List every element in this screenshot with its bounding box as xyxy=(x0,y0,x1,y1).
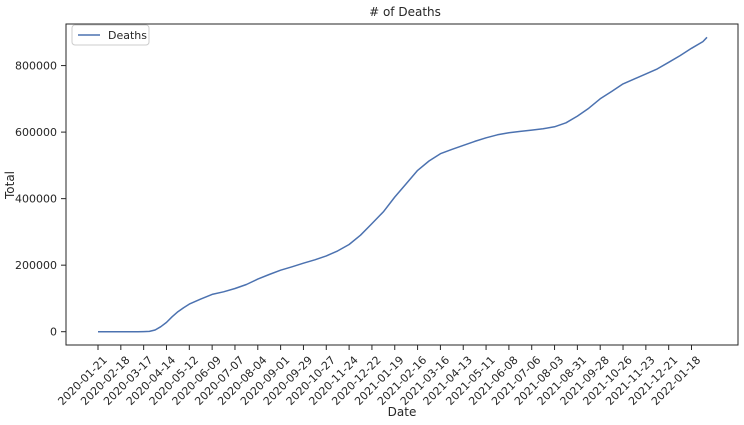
y-axis: 0 200000 400000 600000 800000 xyxy=(15,60,66,339)
y-tick-label: 800000 xyxy=(15,60,57,73)
x-axis-label: Date xyxy=(388,405,417,419)
y-tick-label: 200000 xyxy=(15,259,57,272)
x-axis: 2020-01-212020-02-182020-03-172020-04-14… xyxy=(55,345,703,408)
y-tick-label: 600000 xyxy=(15,126,57,139)
y-axis-label: Total xyxy=(3,171,17,200)
plot-frame xyxy=(65,23,739,346)
legend-box xyxy=(71,24,150,46)
legend-label-deaths: Deaths xyxy=(108,29,147,42)
chart-title: # of Deaths xyxy=(369,5,441,19)
legend: Deaths xyxy=(71,24,150,46)
series-line-deaths xyxy=(98,36,708,333)
y-tick-label: 400000 xyxy=(15,193,57,206)
y-tick-label: 0 xyxy=(50,326,57,339)
